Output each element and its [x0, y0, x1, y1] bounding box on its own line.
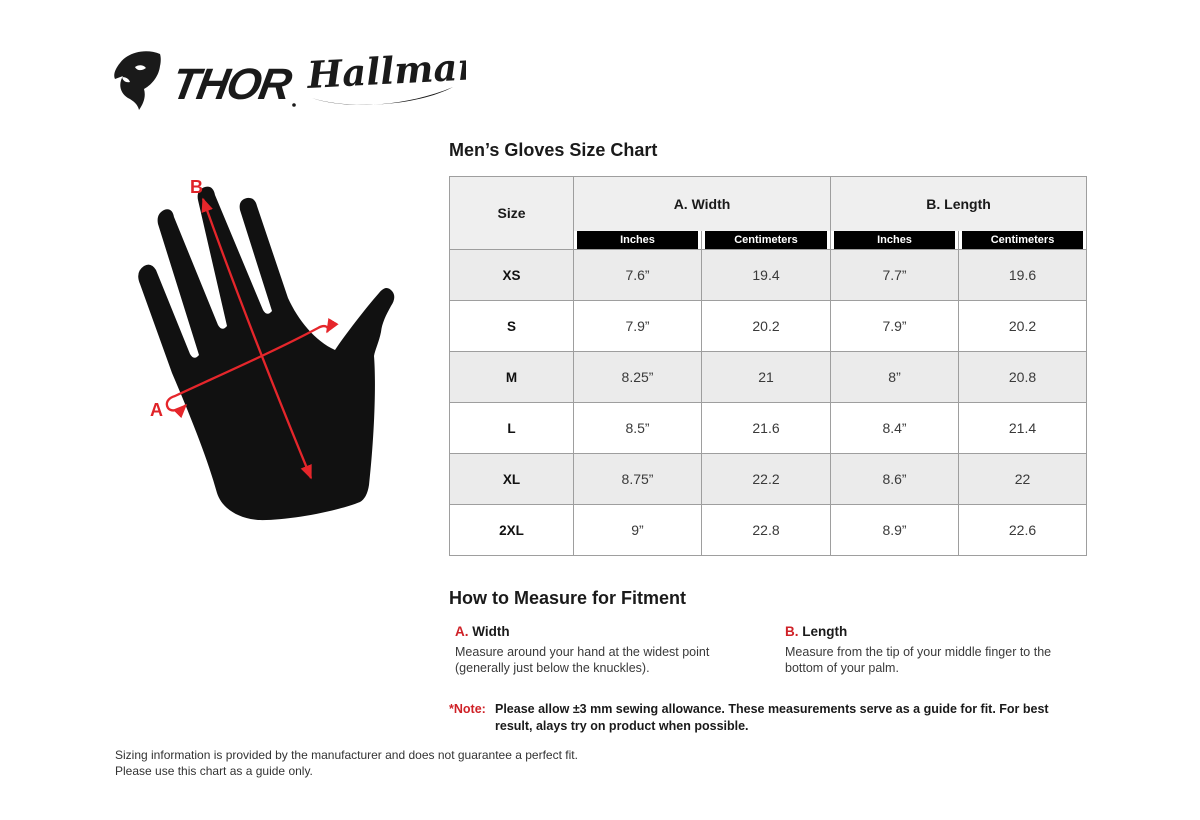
size-label: XL [449, 453, 574, 505]
value-cell: 8.6” [830, 453, 960, 505]
column-group-width: A. Width [572, 176, 832, 231]
value-cell: 8.75” [573, 453, 702, 505]
item-description-length: Measure from the tip of your middle fing… [785, 645, 1052, 675]
table-row-l: L 8.5” 21.6 8.4” 21.4 [449, 402, 1088, 454]
value-cell: 7.7” [830, 249, 960, 301]
table-row-xs: XS 7.6” 19.4 7.7” 19.6 [449, 249, 1088, 301]
item-name-length: Length [802, 624, 848, 639]
value-cell: 20.2 [958, 300, 1088, 352]
thor-goat-icon [114, 51, 161, 110]
value-cell: 8.25” [573, 351, 702, 403]
label-b: B [190, 177, 203, 197]
subheader-length-inches: Inches [830, 231, 960, 250]
value-cell: 19.6 [958, 249, 1088, 301]
value-cell: 8.9” [830, 504, 960, 556]
page-title: Men’s Gloves Size Chart [449, 140, 658, 160]
footer-disclaimer: Sizing information is provided by the ma… [115, 747, 578, 779]
how-to-item-length: B. Length Measure from the tip of your m… [785, 624, 1090, 676]
value-cell: 20.8 [958, 351, 1088, 403]
subheader-width-inches: Inches [573, 231, 702, 250]
hallman-wordmark: Hallman [305, 46, 466, 97]
table-row-xl: XL 8.75” 22.2 8.6” 22 [449, 453, 1088, 505]
item-letter-a: A. [455, 624, 469, 639]
sizing-note: *Note: Please allow ±3 mm sewing allowan… [449, 701, 1089, 735]
column-group-length: B. Length [830, 176, 1088, 231]
size-label: XS [449, 249, 574, 301]
value-cell: 8” [830, 351, 960, 403]
value-cell: 7.9” [830, 300, 960, 352]
item-description-width: Measure around your hand at the widest p… [455, 645, 710, 675]
item-name-width: Width [472, 624, 510, 639]
value-cell: 21.6 [700, 402, 832, 454]
thor-logo: THOR [114, 51, 296, 110]
item-letter-b: B. [785, 624, 799, 639]
value-cell: 22.2 [700, 453, 832, 505]
footer-line-1: Sizing information is provided by the ma… [115, 748, 578, 762]
how-to-item-width: A. Width Measure around your hand at the… [455, 624, 760, 676]
how-to-measure-heading: How to Measure for Fitment [449, 588, 687, 608]
size-label: S [449, 300, 574, 352]
size-chart-table: Size A. Width B. Length Inches Centimete… [449, 176, 1088, 556]
size-label: M [449, 351, 574, 403]
note-label: *Note: [449, 702, 486, 716]
table-row-m: M 8.25” 21 8” 20.8 [449, 351, 1088, 403]
value-cell: 9” [573, 504, 702, 556]
footer-line-2: Please use this chart as a guide only. [115, 764, 313, 778]
value-cell: 20.2 [700, 300, 832, 352]
table-row-s: S 7.9” 20.2 7.9” 20.2 [449, 300, 1088, 352]
value-cell: 21.4 [958, 402, 1088, 454]
value-cell: 22.6 [958, 504, 1088, 556]
value-cell: 22 [958, 453, 1088, 505]
subheader-length-centimeters: Centimeters [958, 231, 1088, 250]
value-cell: 22.8 [700, 504, 832, 556]
value-cell: 8.5” [573, 402, 702, 454]
column-header-size: Size [449, 176, 574, 250]
size-label: 2XL [449, 504, 574, 556]
hallman-logo: Hallman [305, 46, 466, 105]
value-cell: 19.4 [700, 249, 832, 301]
size-label: L [449, 402, 574, 454]
glove-measurement-diagram: B A [138, 177, 395, 521]
subheader-width-centimeters: Centimeters [700, 231, 832, 250]
measure-arrow-a [165, 318, 339, 419]
table-row-2xl: 2XL 9” 22.8 8.9” 22.6 [449, 504, 1088, 556]
label-a: A [150, 400, 163, 420]
thor-wordmark: THOR [168, 60, 295, 109]
value-cell: 7.9” [573, 300, 702, 352]
value-cell: 8.4” [830, 402, 960, 454]
value-cell: 21 [700, 351, 832, 403]
note-text: Please allow ±3 mm sewing allowance. The… [495, 702, 1049, 733]
value-cell: 7.6” [573, 249, 702, 301]
